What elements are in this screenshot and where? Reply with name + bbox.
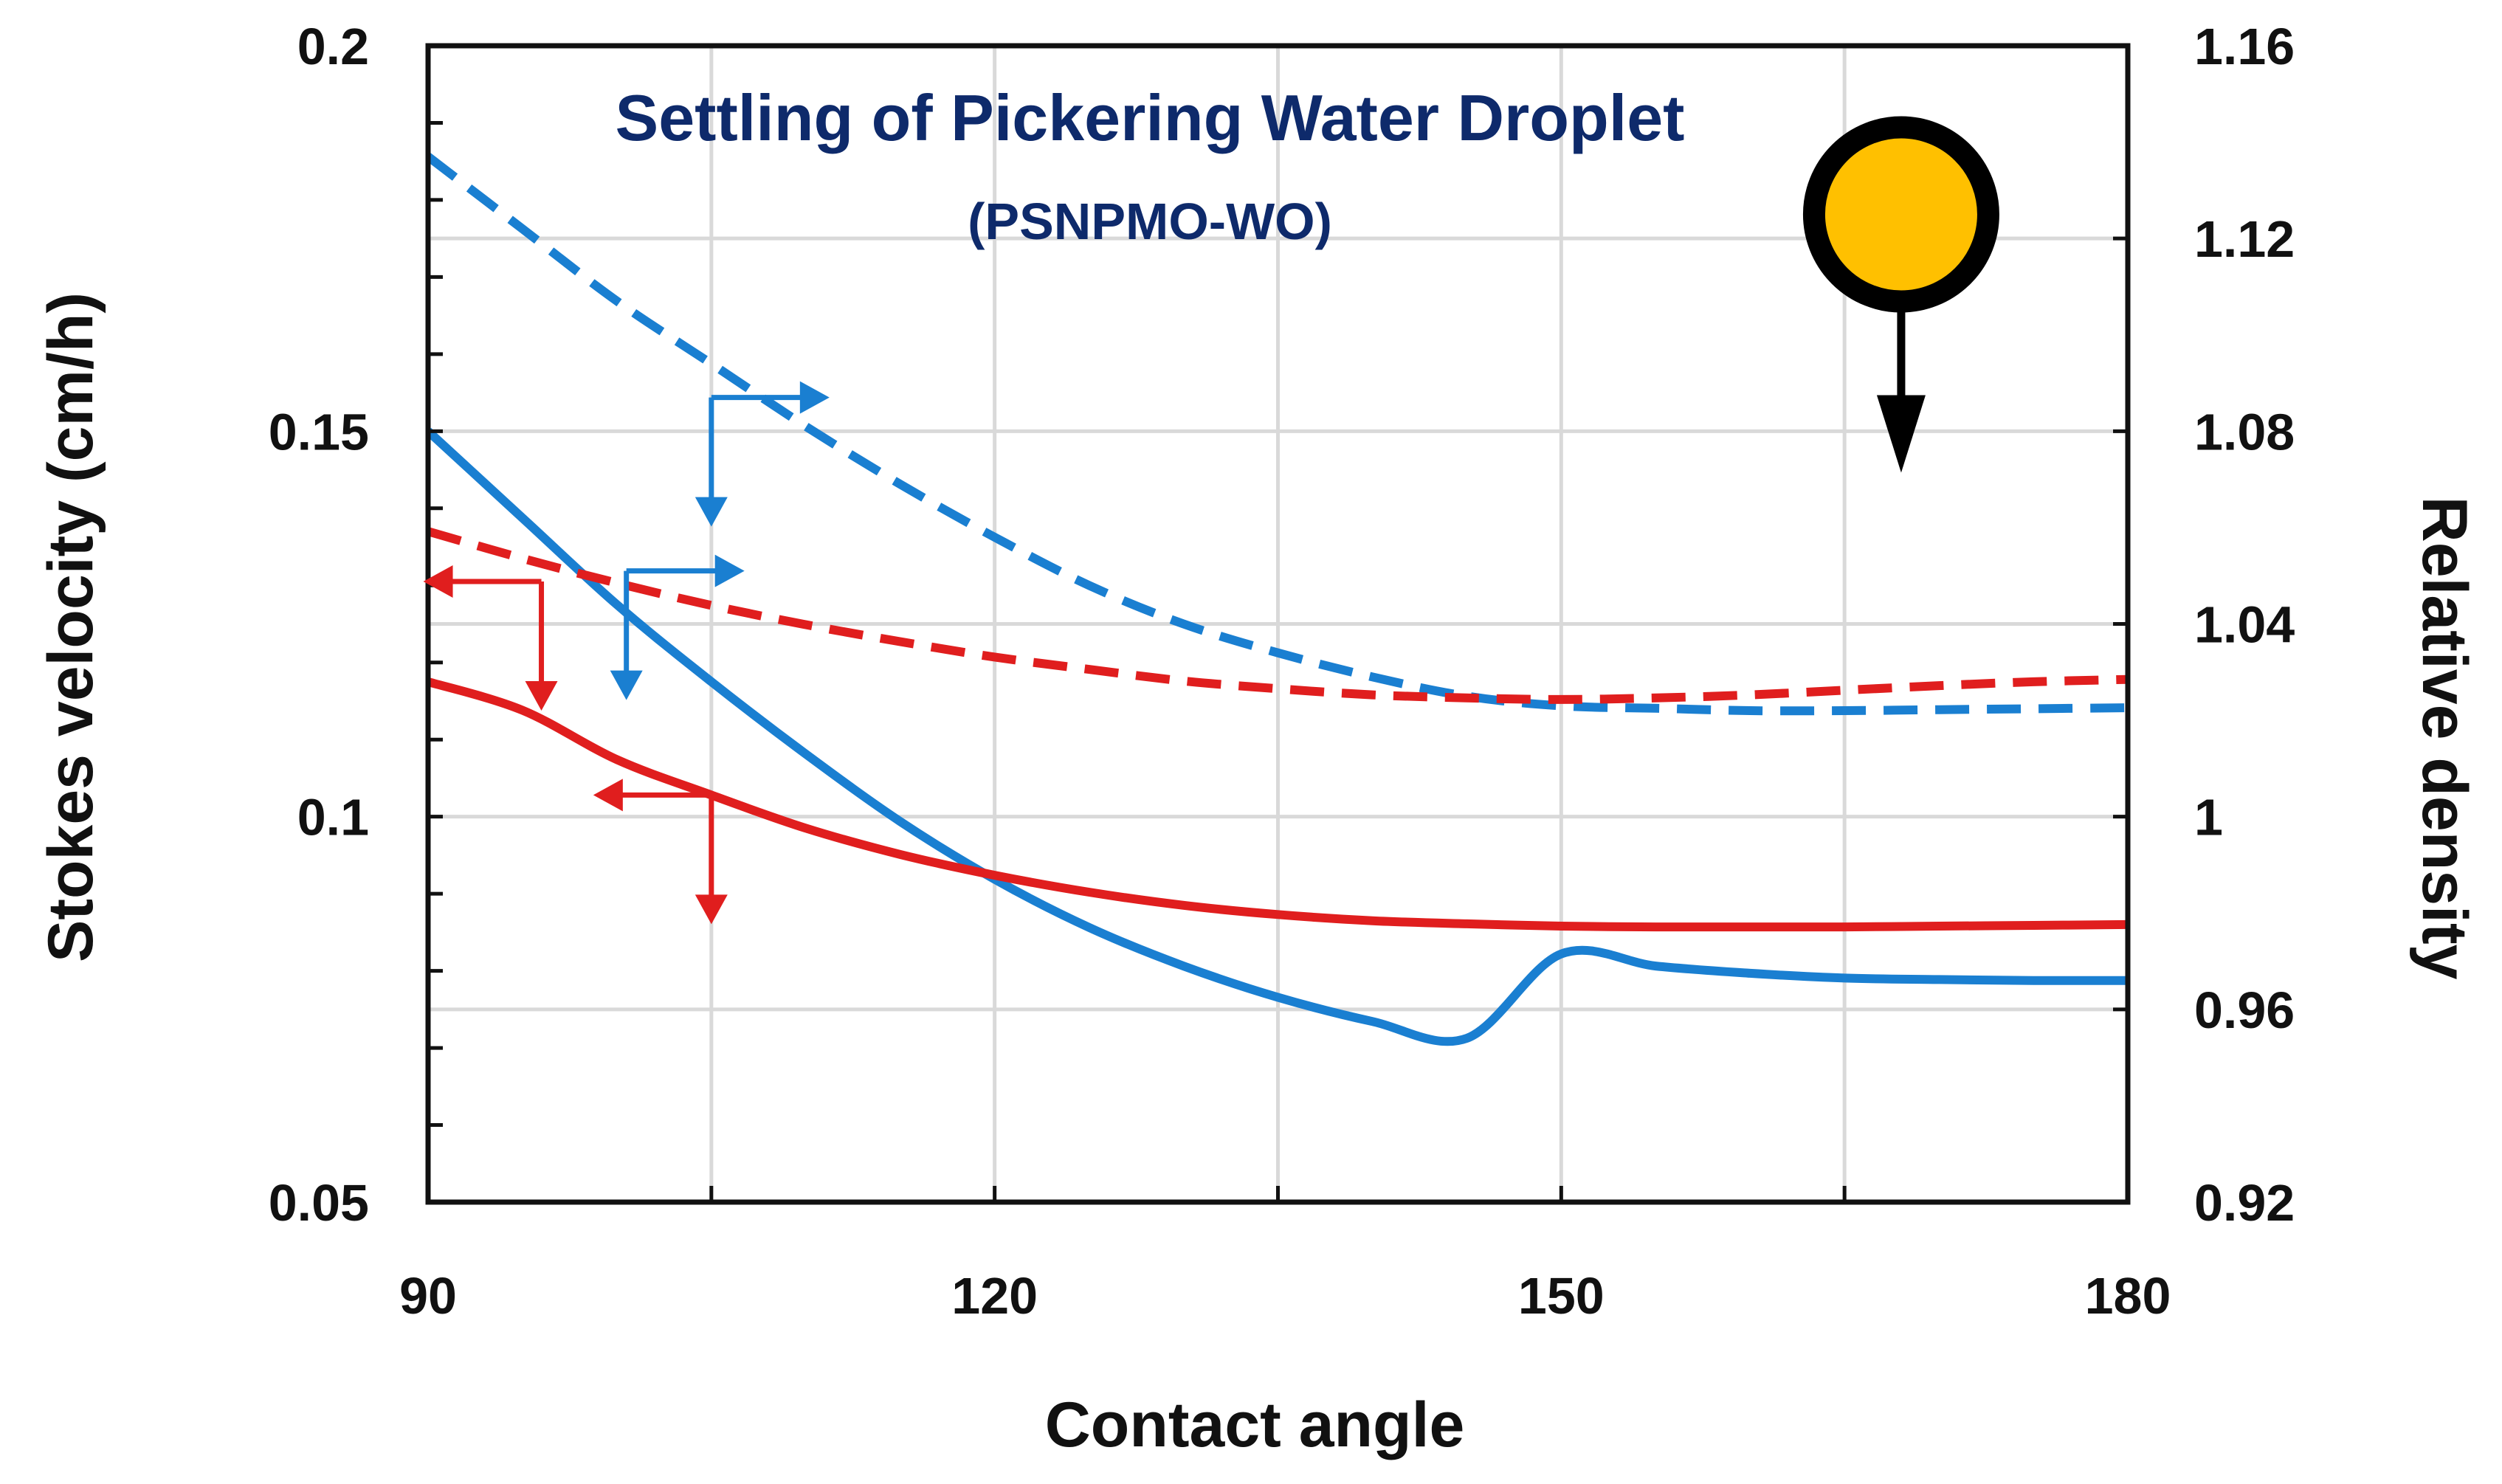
y-right-axis-title: Relative density bbox=[2409, 497, 2480, 980]
arrow-head-vertical bbox=[610, 670, 643, 700]
arrow-head-horizontal bbox=[423, 565, 453, 598]
x-tick-labels: 90 120 150 180 bbox=[399, 1267, 2171, 1325]
y-left-tick-label: 0.2 bbox=[297, 18, 369, 75]
arrow-head-horizontal bbox=[714, 554, 745, 587]
arrow-head-horizontal bbox=[593, 779, 623, 812]
x-tick-label: 120 bbox=[951, 1267, 1038, 1325]
y-right-tick-label: 1.12 bbox=[2194, 210, 2295, 268]
axis-arrow-1 bbox=[610, 554, 745, 700]
y-right-tick-label: 0.96 bbox=[2194, 981, 2295, 1039]
tick-marks bbox=[426, 44, 2130, 1204]
y-right-tick-label: 1.04 bbox=[2194, 596, 2295, 654]
x-axis-title: Contact angle bbox=[1045, 1390, 1465, 1460]
y-right-tick-label: 1.16 bbox=[2194, 18, 2295, 75]
x-tick-label: 150 bbox=[1518, 1267, 1605, 1325]
y-left-axis-title: Stokes velocity (cm/h) bbox=[35, 292, 106, 962]
y-left-tick-label: 0.05 bbox=[269, 1174, 369, 1232]
y-left-tick-label: 0.15 bbox=[269, 403, 369, 460]
arrow-head-vertical bbox=[695, 497, 728, 527]
series-line-0 bbox=[428, 427, 2128, 1046]
x-tick-label: 180 bbox=[2085, 1267, 2171, 1325]
x-tick-label: 90 bbox=[399, 1267, 457, 1325]
y-right-tick-label: 1 bbox=[2194, 789, 2223, 846]
axis-arrow-0 bbox=[695, 381, 830, 527]
chart-title: Settling of Pickering Water Droplet bbox=[616, 81, 1685, 154]
arrow-head-horizontal bbox=[799, 381, 830, 414]
y-right-tick-label: 0.92 bbox=[2194, 1174, 2295, 1232]
arrow-head-vertical bbox=[695, 894, 728, 925]
y-left-tick-labels: 0.05 0.1 0.15 0.2 bbox=[269, 18, 369, 1232]
axis-arrow-3 bbox=[593, 779, 728, 925]
droplet-arrow-head bbox=[1876, 395, 1926, 473]
series-line-1 bbox=[428, 153, 2128, 716]
chart-subtitle: (PSNPMO-WO) bbox=[968, 193, 1332, 250]
y-right-tick-labels: 0.92 0.96 1 1.04 1.08 1.12 1.16 bbox=[2194, 18, 2295, 1232]
arrow-head-vertical bbox=[525, 681, 558, 711]
droplet-body bbox=[1802, 116, 1999, 313]
droplet-icon bbox=[1802, 116, 1999, 473]
annotation-layer bbox=[423, 116, 1999, 925]
y-left-tick-label: 0.1 bbox=[297, 789, 369, 846]
axis-arrow-2 bbox=[423, 565, 558, 711]
y-right-tick-label: 1.08 bbox=[2194, 403, 2295, 460]
